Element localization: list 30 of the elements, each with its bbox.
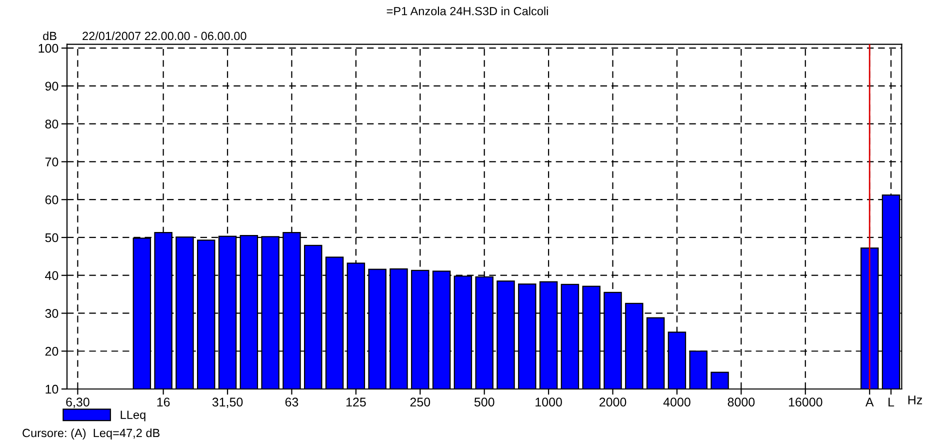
- x-tick-label: 4000: [663, 398, 690, 407]
- y-tick-label: 30: [45, 309, 58, 318]
- x-axis-title: Hz: [908, 396, 922, 404]
- y-tick-label: 90: [45, 82, 58, 91]
- x-tick-label: 2000: [599, 398, 626, 407]
- x-tick-label: A: [865, 398, 874, 406]
- legend-label: LLeq: [120, 410, 146, 422]
- text: Cursore: (A) Leq=47,2 dB: [22, 428, 160, 440]
- x-tick-label: 63: [285, 398, 298, 407]
- y-tick-label: 70: [45, 158, 58, 166]
- x-tick-label: 16000: [788, 398, 822, 407]
- x-tick-label: 6,30: [66, 398, 90, 408]
- chart-subtitle: 22/01/2007 22.00.00 - 06.00.00: [82, 32, 246, 40]
- x-tick-label: 1000: [536, 398, 562, 407]
- y-axis-title: dB: [43, 32, 56, 40]
- y-tick-label: 40: [45, 271, 58, 280]
- y-tick-label: 20: [45, 346, 58, 356]
- y-tick-label: 100: [38, 44, 58, 53]
- x-tick-label: 500: [474, 398, 494, 407]
- y-tick-label: 50: [45, 233, 58, 242]
- x-tick-label: 250: [410, 398, 430, 407]
- x-tick-label: 8000: [728, 398, 755, 407]
- x-tick-label: L: [888, 398, 894, 406]
- chart-title: =P1 Anzola 24H.S3D in Calcoli: [386, 6, 548, 16]
- x-tick-label: 16: [157, 398, 170, 407]
- y-tick-label: 80: [45, 120, 58, 128]
- y-tick-label: 60: [45, 195, 58, 204]
- x-tick-label: 31,50: [212, 398, 243, 408]
- y-tick-label: 10: [46, 384, 58, 394]
- x-tick-label: 125: [346, 398, 366, 407]
